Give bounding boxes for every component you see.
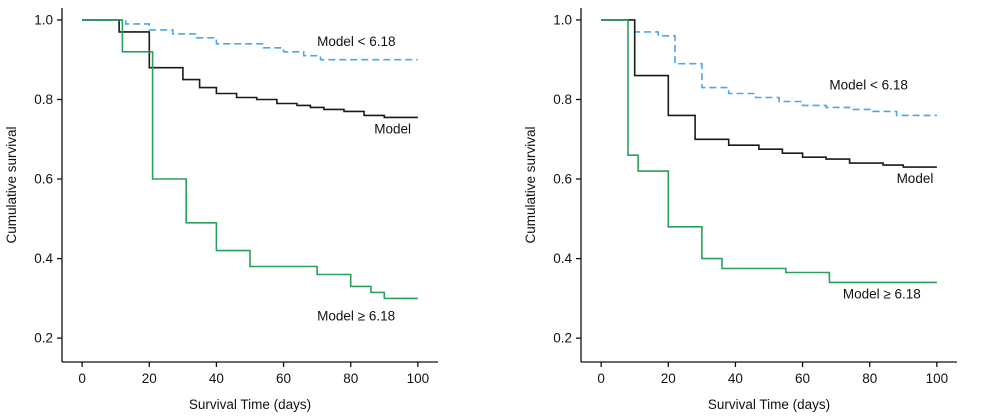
x-tick-label: 80 [343, 371, 358, 386]
series-label: Model ≥ 6.18 [843, 286, 921, 301]
series-line-model-6-18 [601, 19, 937, 284]
series-line-model [82, 19, 418, 119]
x-tick-label: 100 [926, 371, 949, 386]
kaplan-meier-chart-right: 1.0 0.8 0.6 0.4 0.2 0 20 40 60 80 100 Survival Time… [523, 8, 957, 412]
x-tick-label: 80 [862, 371, 877, 386]
series-label: Model < 6.18 [317, 34, 395, 49]
y-tick-label: 0.6 [553, 172, 572, 187]
x-axis-title: Survival Time (days) [189, 397, 311, 412]
series-line-model-6-18 [82, 19, 418, 300]
series-label: Model ≥ 6.18 [317, 308, 395, 323]
y-tick-label: 1.0 [553, 12, 572, 27]
x-tick-label: 60 [795, 371, 810, 386]
y-tick-label: 0.8 [553, 92, 572, 107]
y-tick-label: 0.4 [34, 251, 53, 266]
x-tick-label: 0 [78, 371, 86, 386]
x-axis-title: Survival Time (days) [708, 397, 830, 412]
x-tick-label: 40 [728, 371, 743, 386]
series-line-model [601, 19, 937, 168]
series-label: Model < 6.18 [829, 78, 907, 93]
series-line-model-6-18 [601, 19, 937, 117]
x-tick-label: 0 [597, 371, 605, 386]
kaplan-meier-chart-left: 1.0 0.8 0.6 0.4 0.2 0 20 40 60 80 100 Survival Time… [4, 8, 438, 412]
x-tick-label: 20 [142, 371, 157, 386]
y-tick-label: 0.2 [553, 331, 572, 346]
series-label: Model [897, 171, 934, 186]
y-tick-label: 0.8 [34, 92, 53, 107]
x-tick-label: 60 [276, 371, 291, 386]
series-label: Model [374, 121, 411, 136]
y-tick-label: 0.2 [34, 331, 53, 346]
x-tick-label: 40 [209, 371, 224, 386]
x-tick-label: 20 [661, 371, 676, 386]
y-tick-label: 0.6 [34, 172, 53, 187]
y-tick-label: 1.0 [34, 12, 53, 27]
y-axis-title: Cumulative survival [523, 126, 538, 243]
x-tick-label: 100 [407, 371, 430, 386]
series-line-model-6-18 [82, 19, 418, 61]
y-axis-title: Cumulative survival [4, 126, 19, 243]
y-tick-label: 0.4 [553, 251, 572, 266]
